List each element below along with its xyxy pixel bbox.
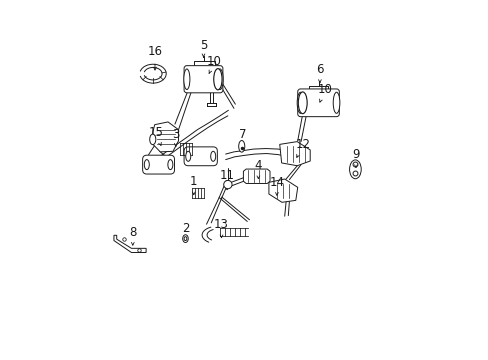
Text: 5: 5 — [200, 39, 207, 57]
Text: 3: 3 — [172, 128, 179, 147]
Ellipse shape — [224, 180, 232, 189]
Ellipse shape — [183, 235, 188, 243]
Text: 6: 6 — [316, 63, 323, 82]
Ellipse shape — [349, 160, 361, 179]
FancyBboxPatch shape — [183, 66, 223, 93]
Text: 9: 9 — [351, 148, 359, 167]
Text: 11: 11 — [219, 169, 234, 190]
Ellipse shape — [238, 140, 244, 152]
Text: 12: 12 — [295, 138, 310, 157]
Text: 13: 13 — [214, 218, 228, 238]
Ellipse shape — [213, 69, 222, 90]
Text: 16: 16 — [147, 45, 162, 70]
Ellipse shape — [298, 92, 306, 114]
FancyBboxPatch shape — [183, 147, 217, 166]
Ellipse shape — [185, 151, 190, 161]
Ellipse shape — [297, 92, 303, 113]
Text: 1: 1 — [190, 175, 197, 195]
Polygon shape — [152, 122, 178, 152]
FancyBboxPatch shape — [142, 155, 174, 174]
Text: 4: 4 — [254, 159, 262, 179]
Text: 7: 7 — [238, 128, 245, 148]
Text: 14: 14 — [269, 176, 284, 195]
Ellipse shape — [332, 92, 339, 113]
Ellipse shape — [210, 151, 215, 161]
Polygon shape — [243, 169, 269, 184]
Ellipse shape — [183, 69, 189, 90]
Text: 2: 2 — [182, 222, 189, 241]
Text: 10: 10 — [207, 55, 222, 73]
Ellipse shape — [217, 69, 223, 90]
Polygon shape — [114, 235, 146, 252]
Text: 15: 15 — [148, 126, 163, 145]
Ellipse shape — [183, 237, 186, 240]
Ellipse shape — [144, 159, 149, 170]
Ellipse shape — [149, 134, 156, 145]
Ellipse shape — [167, 159, 172, 170]
Text: 10: 10 — [317, 83, 332, 102]
Polygon shape — [268, 179, 297, 202]
Text: 8: 8 — [129, 226, 136, 245]
FancyBboxPatch shape — [297, 89, 339, 117]
Polygon shape — [279, 141, 309, 166]
